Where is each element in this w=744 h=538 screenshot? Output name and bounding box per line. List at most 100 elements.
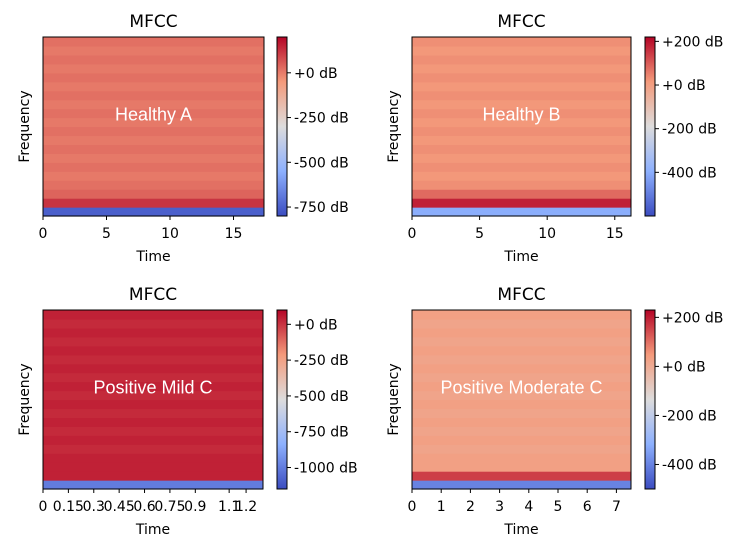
heatmap-row [412,345,631,356]
panel-title: MFCC [497,12,545,32]
mfcc-panel-1: MFCC Healthy A 0 5 10 15 Time Frequency +0 dB -25… [17,12,349,265]
x-axis-label: Time [503,522,538,538]
colorbar-tick-label: -500 dB [294,389,349,405]
heatmap-row [43,54,264,65]
heatmap-row [412,453,631,463]
heatmap-cells [412,310,631,490]
heatmap-row [43,108,264,119]
x-tick-label: 1.1 [218,499,240,515]
colorbar-tick-label: -1000 dB [294,461,358,477]
colorbar-tick-label: +200 dB [662,34,723,50]
axes-frame [42,36,265,217]
heatmap-row [412,81,631,92]
heatmap-row [43,372,263,383]
heatmap-row [43,81,264,92]
x-tick-label: 0.15 [53,499,84,515]
x-tick-label: 10 [161,226,179,242]
x-tick-label: 0.45 [104,499,135,515]
heatmap-row [43,444,263,454]
colorbar-tick-label: +0 dB [294,317,338,333]
colorbar-tick-label: -400 dB [662,457,717,473]
heatmap-row [43,144,264,154]
heatmap-cells [43,37,264,217]
colorbar-tick-label: -200 dB [662,408,717,424]
colorbar-tick-label: -750 dB [294,200,349,216]
heatmap-row [43,189,264,199]
x-tick-label: 15 [606,226,624,242]
colorbar-tick-label: +0 dB [662,78,706,94]
heatmap-row [412,462,631,472]
heatmap-row [43,318,263,329]
heatmap-row [43,426,263,436]
heatmap-row [43,171,264,181]
heatmap-row [412,363,631,374]
x-axis-label: Time [135,522,170,538]
axes-frame [411,36,632,217]
colorbar-tick-label: -250 dB [294,111,349,127]
x-tick-label: 0 [408,499,417,515]
heatmap-row [412,63,631,74]
colorbar-gradient [644,309,656,490]
heatmap-row [43,37,264,47]
colorbar-tick-label: +200 dB [662,310,723,326]
heatmap-row [412,399,631,410]
x-tick-label: 0 [39,499,48,515]
x-tick-label: 4 [524,499,533,515]
heatmap-row [43,90,264,101]
heatmap-row [43,180,264,190]
x-tick-label: 5 [475,226,484,242]
heatmap-row [43,453,263,463]
x-axis-label: Time [503,249,538,265]
heatmap-row [43,354,263,365]
heatmap-row [43,399,263,410]
heatmap-row [43,207,264,217]
heatmap-row [412,471,631,481]
heatmap-row [412,372,631,383]
class-label: Healthy B [482,105,560,125]
heatmap-row [412,126,631,137]
x-tick-label: 0 [39,226,48,242]
colorbar-tick-label: +0 dB [294,66,338,82]
heatmap-row [412,310,631,320]
heatmap-row [412,162,631,172]
heatmap-row [412,318,631,329]
heatmap-row [43,390,263,401]
heatmap-row [412,171,631,181]
x-tick-label: 0.6 [133,499,155,515]
heatmap-row [412,72,631,83]
x-tick-label: 7 [612,499,621,515]
heatmap-row [412,117,631,128]
heatmap-row [412,354,631,365]
heatmap-row [43,417,263,427]
heatmap-row [412,327,631,338]
heatmap-row [412,37,631,47]
x-tick-label: 0.9 [184,499,206,515]
class-label: Positive Moderate C [440,378,602,398]
heatmap-cells [43,310,263,490]
heatmap-row [412,153,631,163]
heatmap-row [412,381,631,392]
heatmap-row [43,381,263,392]
y-axis-label: Frequency [386,363,402,435]
colorbar-gradient [276,309,288,490]
axes-frame [411,309,632,490]
x-tick-label: 6 [583,499,592,515]
heatmap-row [43,363,263,374]
colorbar-tick-label: -250 dB [294,353,349,369]
heatmap-row [43,471,263,481]
heatmap-row [43,153,264,163]
heatmap-row [412,444,631,454]
x-tick-label: 5 [554,499,563,515]
x-tick-label: 5 [102,226,111,242]
x-tick-label: 0.75 [154,499,185,515]
panel-title: MFCC [129,285,177,305]
x-axis-label: Time [135,249,170,265]
colorbar: +0 dB -250 dB -500 dB -750 dB -1000 dB [276,309,358,490]
heatmap-row [43,336,263,347]
heatmap-row [43,435,263,445]
colorbar-tick-label: -500 dB [294,155,349,171]
class-label: Healthy A [115,105,192,125]
heatmap-row [412,144,631,154]
colorbar: +200 dB +0 dB -200 dB -400 dB [644,309,723,490]
